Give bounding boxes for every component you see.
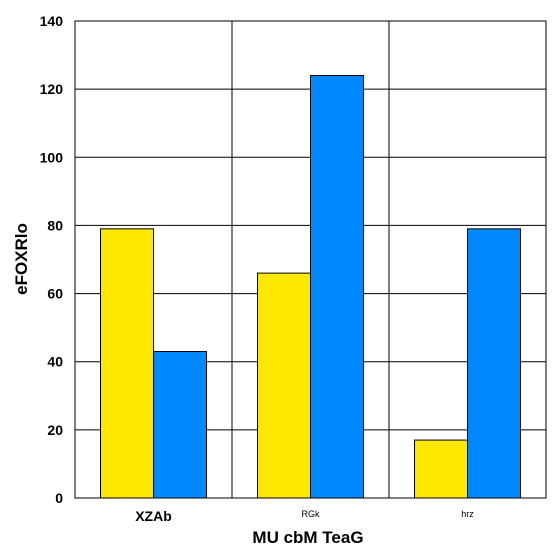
- y-tick-labels: 0 20 40 60 80 100 120 140: [40, 13, 64, 506]
- plot-border: [74, 20, 547, 499]
- y-tick-label: 40: [47, 354, 63, 370]
- y-tick-label: 60: [47, 286, 63, 302]
- x-tick-label: hrz: [461, 509, 474, 519]
- bar-hrz-series-1: [414, 439, 468, 499]
- bar-XZAb-series-2: [153, 350, 207, 499]
- plot-frame: [74, 20, 547, 499]
- y-tick-label: 100: [40, 149, 64, 165]
- bar-hrz-series-2: [467, 228, 521, 499]
- y-tick-label: 80: [47, 217, 63, 233]
- y-tick-label: 20: [47, 422, 63, 438]
- x-axis-title: MU cbM TeaG: [252, 528, 363, 547]
- y-tick-label: 120: [40, 81, 64, 97]
- x-tick-label: RGk: [302, 509, 321, 519]
- y-tick-label: 140: [40, 13, 64, 29]
- y-axis-title: eFOXRlo: [12, 223, 31, 295]
- y-tick-label: 0: [55, 490, 63, 506]
- bar-XZAb-series-1: [100, 228, 154, 499]
- x-tick-labels: XZAb RGk hrz: [135, 508, 474, 524]
- bar-RGk-series-1: [257, 272, 311, 499]
- x-tick-label: XZAb: [135, 508, 172, 524]
- bars: [100, 75, 521, 499]
- bar-RGk-series-2: [310, 75, 364, 499]
